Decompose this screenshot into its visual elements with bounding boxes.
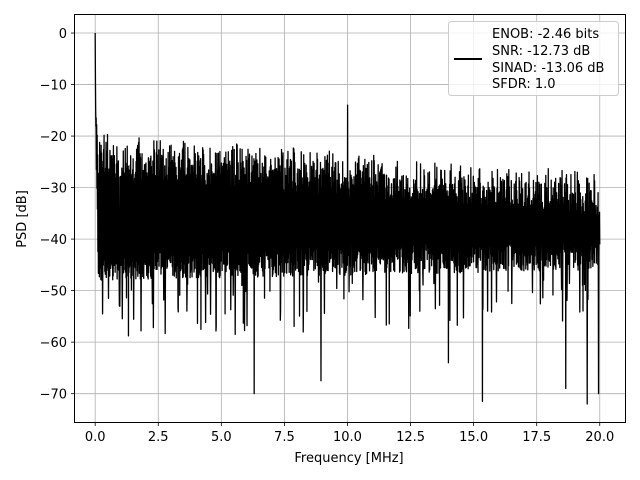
y-axis: 0 −10 −20 −30 −40 −50 −60 −70: [40, 27, 75, 403]
legend-sinad: SINAD: -13.06 dB: [492, 61, 604, 76]
y-tick-label: −20: [40, 130, 67, 145]
legend-sfdr: SFDR: 1.0: [492, 77, 556, 92]
y-axis-label: PSD [dB]: [15, 190, 30, 248]
y-tick-label: −70: [40, 388, 67, 403]
x-tick-label: 5.0: [211, 430, 232, 445]
x-axis-label: Frequency [MHz]: [294, 451, 403, 466]
y-tick-label: −10: [40, 79, 67, 94]
legend-box: [448, 21, 619, 96]
legend-enob: ENOB: -2.46 bits: [492, 27, 599, 42]
psd-series-line: [94, 33, 601, 405]
legend: ENOB: -2.46 bits SNR: -12.73 dB SINAD: -…: [448, 21, 619, 96]
y-tick-label: −40: [40, 233, 67, 248]
x-tick-label: 2.5: [148, 430, 169, 445]
x-tick-label: 17.5: [522, 430, 551, 445]
y-tick-label: −30: [40, 182, 67, 197]
x-tick-label: 12.5: [396, 430, 425, 445]
x-tick-label: 0.0: [85, 430, 106, 445]
x-tick-label: 10.0: [333, 430, 362, 445]
x-axis: 0.0 2.5 5.0 7.5 10.0 12.5 15.0 17.5 20.0: [85, 422, 614, 445]
y-tick-label: −60: [40, 336, 67, 351]
x-tick-label: 7.5: [274, 430, 295, 445]
y-tick-label: −50: [40, 285, 67, 300]
y-tick-label: 0: [59, 27, 67, 42]
plot-frame: [74, 14, 626, 423]
plot-area: [94, 33, 601, 405]
x-tick-label: 20.0: [585, 430, 614, 445]
x-tick-label: 15.0: [459, 430, 488, 445]
legend-snr: SNR: -12.73 dB: [492, 44, 590, 59]
